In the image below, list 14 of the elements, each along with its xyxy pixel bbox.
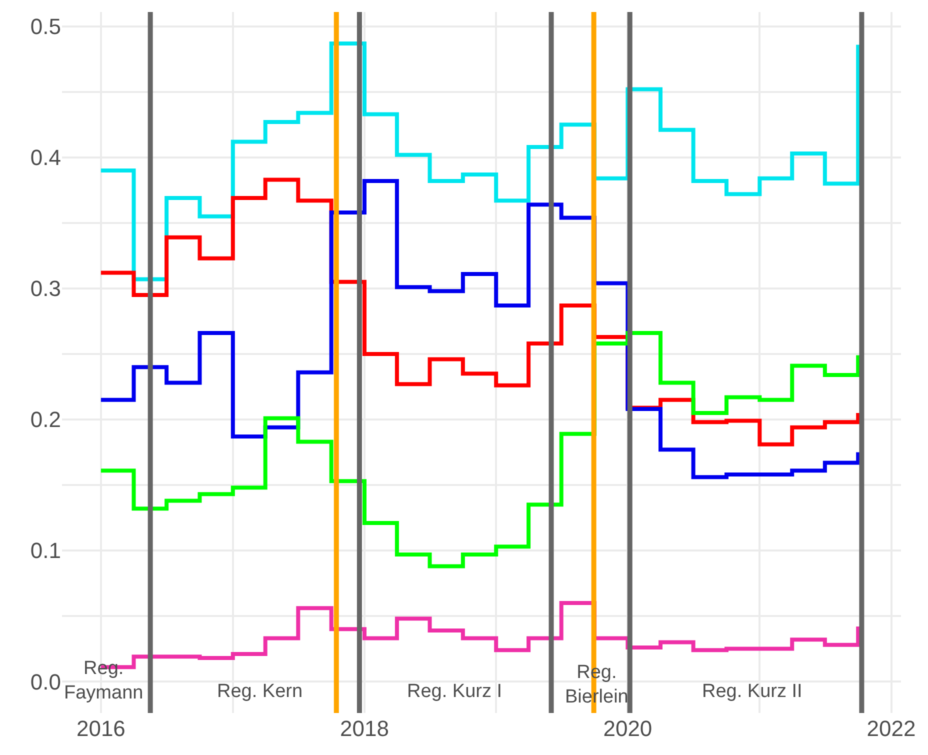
y-tick-label: 0.0 [30, 669, 61, 694]
y-tick-label: 0.3 [30, 276, 61, 302]
annotation: Reg. Kern [217, 681, 303, 702]
y-tick-label: 0.5 [30, 14, 61, 40]
x-tick-label: 2022 [866, 716, 916, 741]
y-tick-label: 0.4 [30, 145, 61, 170]
x-tick-label: 2018 [340, 716, 389, 741]
annotation: Reg. Kurz II [702, 681, 802, 702]
y-tick-label: 0.1 [30, 538, 61, 564]
y-tick-label: 0.2 [30, 407, 61, 432]
annotation: Reg. Faymann [64, 658, 144, 704]
annotation: Reg. Kurz I [407, 681, 502, 702]
x-tick-label: 2020 [603, 716, 652, 741]
x-tick-label: 2016 [76, 716, 126, 741]
